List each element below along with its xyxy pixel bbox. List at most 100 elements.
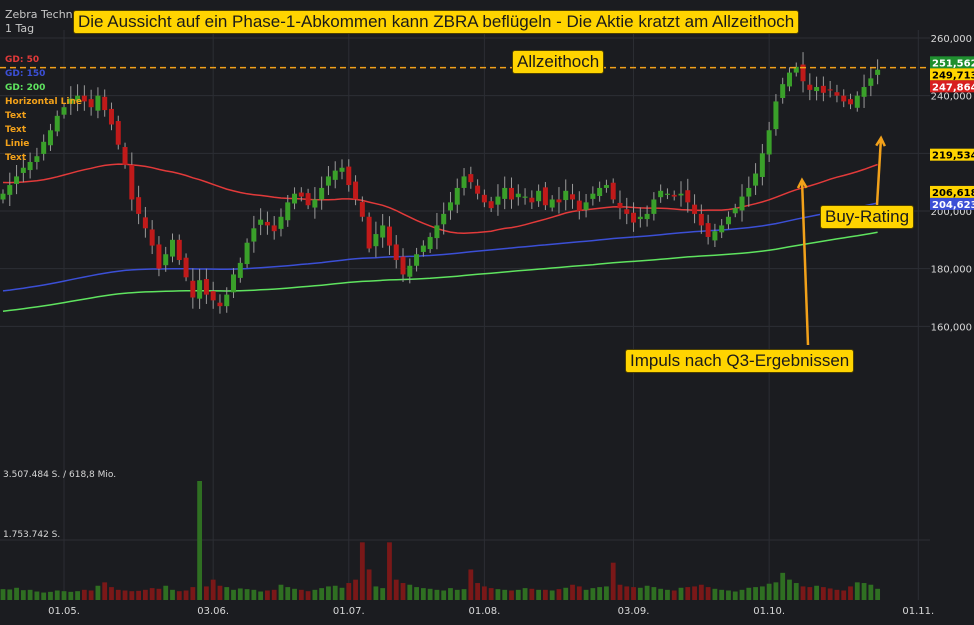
annotation-buy-rating: Buy-Rating <box>820 205 915 229</box>
volume-bar <box>326 586 331 600</box>
candle-body <box>671 194 677 197</box>
candle-body <box>224 294 230 307</box>
volume-bar <box>163 585 169 600</box>
x-axis: 01.05. 03.06. 01.07. 01.08. 03.09. 01.10. 01.1… <box>48 606 934 617</box>
volume-bar <box>481 586 487 600</box>
candle-body <box>14 176 20 184</box>
volume-bar <box>258 591 264 600</box>
candle-body <box>407 265 413 277</box>
candle-body <box>664 193 670 195</box>
volume-bar <box>454 589 460 600</box>
candle-body <box>7 185 13 195</box>
candle-body <box>176 239 182 261</box>
legend-text[interactable]: Text <box>5 153 27 163</box>
candle-body <box>848 99 853 105</box>
candle-body <box>292 193 298 204</box>
candle-body <box>108 108 114 125</box>
candle-body <box>122 146 128 165</box>
candle-body <box>81 95 87 102</box>
volume-bar <box>75 591 80 600</box>
volume-bar <box>271 589 277 600</box>
x-tick-label: 01.10. <box>753 606 785 617</box>
legend-line[interactable]: Linie <box>5 139 30 149</box>
legend-ma200[interactable]: GD: 200 <box>5 83 46 93</box>
candle-body <box>875 69 881 75</box>
volume-max-label: 3.507.484 S. / 618,8 Mio. <box>3 470 117 480</box>
candle-body <box>732 208 738 214</box>
volume-bar <box>820 587 826 600</box>
candle-body <box>468 174 474 183</box>
candle-body <box>590 193 596 199</box>
candle-body <box>610 182 616 200</box>
volume-bar <box>719 589 725 600</box>
volume-bar <box>766 583 772 600</box>
candle-body <box>617 202 623 209</box>
volume-bar <box>122 590 128 600</box>
volume-bar <box>81 589 87 600</box>
moving-averages <box>2 163 878 312</box>
candle-body <box>400 256 406 275</box>
x-tick-label: 01.11. <box>902 606 934 617</box>
candle-body <box>75 95 81 101</box>
candle-body <box>631 212 637 223</box>
price-tag <box>930 80 974 93</box>
annotation-impuls: Impuls nach Q3-Ergebnissen <box>625 349 855 373</box>
volume-bar <box>800 586 806 600</box>
volume-bar <box>549 590 555 600</box>
volume-bar <box>746 587 752 600</box>
candle-body <box>719 225 725 233</box>
volume-bar <box>651 587 657 600</box>
annotation-arrows <box>796 135 886 346</box>
volume-bar <box>685 587 691 600</box>
candle-body <box>861 87 867 97</box>
candle-body <box>841 95 847 102</box>
price-tag-label: 251,562 <box>932 58 974 69</box>
volume-bar <box>475 583 480 600</box>
volume-bar <box>610 562 616 600</box>
volume-bar <box>543 589 548 600</box>
candle-body <box>366 216 372 249</box>
volume-bar <box>244 589 250 600</box>
candle-body <box>312 199 318 208</box>
candle-body <box>570 194 576 200</box>
candle-body <box>115 121 121 145</box>
candle-body <box>624 209 630 214</box>
legend-ma150[interactable]: GD: 150 <box>5 69 46 79</box>
candle-body <box>712 231 718 241</box>
volume-bar <box>0 589 6 600</box>
legend-text[interactable]: Text <box>5 125 27 135</box>
volume-bar <box>265 590 270 600</box>
candle-body <box>136 197 142 214</box>
volume-bar <box>136 590 141 600</box>
candle-body <box>773 101 779 130</box>
volume-bar <box>495 589 501 600</box>
candle-body <box>183 257 189 278</box>
legend-horizontal-line[interactable]: Horizontal Line <box>5 97 82 107</box>
candle-body <box>658 190 664 198</box>
volume-bar <box>204 586 209 600</box>
volume-bar <box>705 587 711 600</box>
candle-body <box>427 236 433 250</box>
ma200-line <box>2 231 878 312</box>
volume-bar <box>61 591 67 600</box>
legend-text[interactable]: Text <box>5 111 27 121</box>
volume-bar <box>27 589 33 600</box>
volume-bar <box>698 584 704 600</box>
candle-body <box>305 193 311 206</box>
volume-bar <box>7 589 13 600</box>
volume-bar <box>529 588 535 600</box>
candle-body <box>95 95 101 111</box>
candle-body <box>231 274 237 293</box>
candle-body <box>529 197 535 203</box>
x-tick-label: 03.09. <box>618 606 650 617</box>
candle-body <box>285 202 291 221</box>
ma150-line <box>2 202 878 292</box>
legend-ma50[interactable]: GD: 50 <box>5 55 40 65</box>
candle-body <box>814 87 820 92</box>
volume-bar <box>624 586 630 600</box>
volume-bar <box>115 589 121 600</box>
volume-bar <box>597 587 603 600</box>
candle-body <box>244 242 250 265</box>
